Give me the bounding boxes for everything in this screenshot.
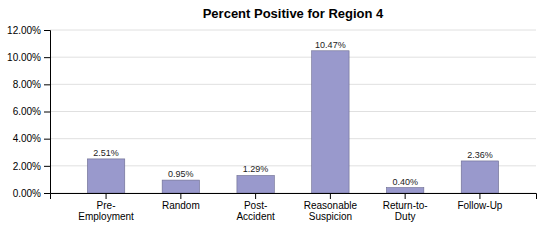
y-tick: 10.00% (7, 52, 50, 63)
y-tick: 6.00% (13, 106, 50, 117)
data-label: 0.95% (168, 169, 194, 179)
data-label: 1.29% (243, 164, 269, 174)
bar (162, 180, 199, 193)
y-tick-label: 6.00% (13, 106, 41, 117)
chart: 0.00% 2.00% 4.00% 6.00% 8.00% 10.00% 12.00% Pre… (0, 0, 548, 227)
y-tick-mark (44, 30, 50, 31)
x-tick-label: Post-Accident (236, 200, 275, 222)
x-tick-mark (405, 193, 406, 199)
y-tick: 2.00% (13, 161, 50, 172)
y-tick-label: 2.00% (13, 161, 41, 172)
x-tick-label-line: Pre- (97, 200, 116, 211)
y-tick-mark (44, 84, 50, 85)
x-tick-label: ReasonableSuspicion (304, 200, 358, 222)
x-tick-label-line: Reasonable (304, 200, 358, 211)
y-tick-mark (44, 57, 50, 58)
bars (87, 51, 498, 193)
plot: 0.00% 2.00% 4.00% 6.00% 8.00% 10.00% 12.00% Pre… (7, 25, 536, 222)
data-labels: 2.51% 0.95% 1.29% 10.47% 0.40% 2.36% (93, 40, 492, 187)
x-tick: Post-Accident (236, 193, 275, 222)
y-tick: 0.00% (13, 188, 50, 199)
bar (461, 161, 498, 193)
x-tick-label-line: Random (162, 200, 200, 211)
x-tick-label-line: Duty (395, 211, 416, 222)
bar (237, 175, 274, 193)
y-tick-label: 12.00% (7, 25, 41, 36)
data-label: 0.40% (392, 177, 418, 187)
grid-line (50, 138, 536, 139)
x-tick-mark (255, 193, 256, 199)
y-tick-label: 10.00% (7, 52, 41, 63)
bar (312, 51, 349, 193)
grid-line (50, 84, 536, 85)
x-tick: Random (162, 193, 200, 211)
y-axis: 0.00% 2.00% 4.00% 6.00% 8.00% 10.00% 12.00% (7, 25, 50, 199)
y-tick-mark (44, 193, 50, 194)
x-tick-label: Pre-Employment (78, 200, 134, 222)
y-tick-mark (44, 139, 50, 140)
bar (386, 188, 423, 193)
title: Percent Positive for Region 4 (203, 6, 384, 21)
x-tick-label: Random (162, 200, 200, 211)
y-tick-mark (44, 112, 50, 113)
y-tick-mark (44, 166, 50, 167)
data-label: 10.47% (315, 40, 346, 50)
x-axis: Pre-Employment Random Post-Accident Reasona… (51, 193, 537, 222)
x-tick: Return-to-Duty (383, 193, 428, 222)
x-tick: ReasonableSuspicion (304, 193, 358, 222)
y-tick: 12.00% (7, 25, 50, 36)
x-tick-label-line: Return-to- (383, 200, 428, 211)
y-axis-line (44, 31, 51, 194)
x-tick-label: Return-to-Duty (383, 200, 428, 222)
x-tick-label-line: Suspicion (309, 211, 352, 222)
x-tick-mark (330, 193, 331, 199)
x-tick: Follow-Up (457, 193, 502, 211)
x-axis-line (51, 194, 537, 200)
grid-line (50, 57, 536, 58)
x-tick-label-line: Follow-Up (457, 200, 502, 211)
data-label: 2.36% (467, 150, 493, 160)
grid (50, 30, 536, 193)
y-tick: 4.00% (13, 133, 50, 144)
x-tick-mark (180, 193, 181, 199)
y-tick-label: 4.00% (13, 133, 41, 144)
x-tick: Pre-Employment (78, 193, 134, 222)
x-tick-label-line: Post- (244, 200, 267, 211)
x-tick-label-line: Employment (78, 211, 134, 222)
x-tick-label: Follow-Up (457, 200, 502, 211)
x-tick-mark (106, 193, 107, 199)
y-tick-label: 0.00% (13, 188, 41, 199)
x-tick-mark (479, 193, 480, 199)
x-tick-label-line: Accident (236, 211, 275, 222)
data-label: 2.51% (93, 148, 119, 158)
bar (87, 159, 124, 193)
y-tick: 8.00% (13, 79, 50, 90)
grid-line (50, 111, 536, 112)
grid-line (50, 30, 536, 31)
y-tick-label: 8.00% (13, 79, 41, 90)
